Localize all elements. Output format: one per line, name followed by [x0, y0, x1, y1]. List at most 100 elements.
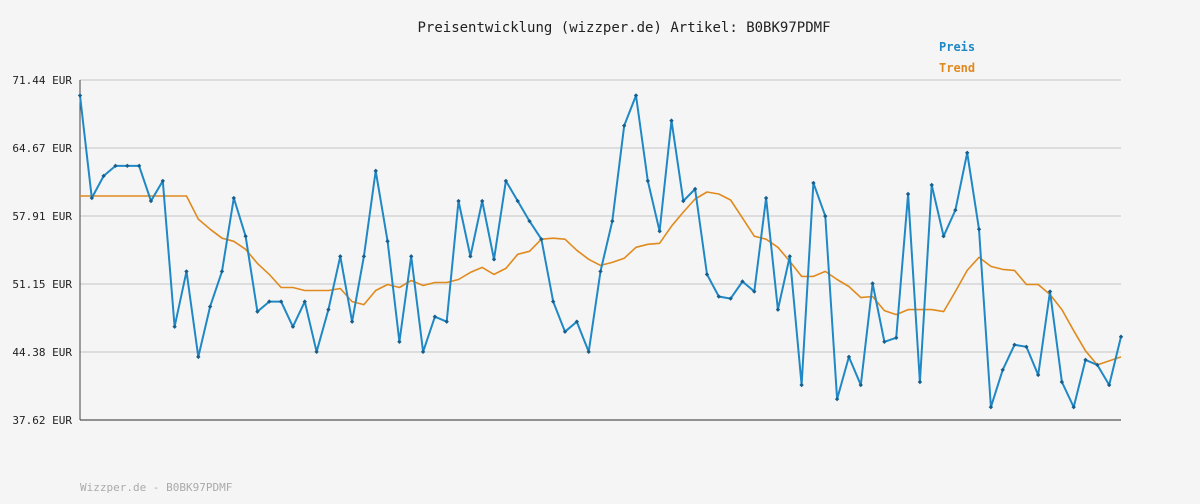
data-point — [207, 304, 213, 309]
data-point — [728, 296, 733, 301]
data-point — [432, 314, 438, 319]
data-point — [716, 294, 721, 299]
data-point — [775, 307, 781, 312]
data-point — [148, 198, 154, 204]
data-point — [586, 349, 591, 355]
data-point — [420, 349, 426, 355]
y-tick-label: 51.15 EUR — [12, 278, 72, 291]
data-point — [1000, 367, 1005, 373]
data-point — [941, 234, 946, 239]
y-tick-label: 57.91 EUR — [12, 210, 72, 223]
data-point — [1024, 344, 1029, 350]
chart-title: Preisentwicklung (wizzper.de) Artikel: B… — [417, 20, 830, 36]
data-point — [113, 163, 118, 169]
data-point — [917, 379, 923, 385]
data-point — [1118, 334, 1124, 339]
data-point — [1047, 289, 1053, 294]
data-point — [976, 226, 982, 232]
y-tick-label: 64.67 EUR — [12, 142, 72, 155]
data-point — [136, 163, 142, 169]
data-point — [290, 324, 296, 329]
data-point — [278, 299, 284, 304]
footer-credit: Wizzper.de - B0BK97PDMF — [80, 481, 232, 494]
data-point — [681, 198, 686, 204]
data-point — [799, 382, 804, 388]
data-point — [894, 335, 899, 340]
data-point — [870, 281, 875, 286]
data-point — [882, 339, 887, 344]
data-point — [645, 178, 651, 184]
data-point — [929, 182, 934, 188]
data-point — [787, 254, 792, 259]
legend-entry-preis: Preis — [939, 40, 975, 54]
data-point — [1059, 379, 1065, 385]
y-tick-label: 37.62 EUR — [12, 414, 72, 427]
data-point — [184, 269, 189, 274]
data-point — [1035, 372, 1041, 378]
data-point — [515, 198, 520, 204]
data-point — [834, 396, 840, 402]
data-point — [1083, 357, 1088, 363]
data-point — [89, 195, 95, 201]
data-point — [361, 254, 367, 259]
data-point — [965, 150, 970, 155]
legend-entry-trend: Trend — [939, 61, 975, 75]
data-point — [196, 354, 201, 360]
data-point — [763, 195, 769, 201]
data-point — [846, 354, 852, 360]
data-point — [633, 93, 639, 98]
data-point — [373, 168, 378, 174]
data-point — [621, 123, 627, 128]
data-point — [267, 299, 272, 304]
data-point — [480, 198, 485, 204]
data-point — [385, 239, 390, 244]
data-point — [752, 289, 757, 294]
data-point — [503, 178, 509, 184]
data-point — [468, 254, 473, 259]
data-point — [77, 93, 83, 98]
data-point — [243, 234, 248, 239]
series — [77, 93, 1124, 410]
data-point — [574, 319, 580, 324]
data-point — [988, 404, 994, 410]
data-point — [905, 191, 911, 197]
data-point — [409, 254, 414, 259]
data-point — [550, 299, 556, 304]
data-point — [823, 213, 828, 219]
data-point — [669, 118, 674, 123]
data-point — [740, 279, 745, 284]
data-point — [302, 299, 307, 304]
series-line-trend — [80, 191, 1122, 366]
y-tick-label: 71.44 EUR — [12, 74, 72, 87]
data-point — [527, 218, 532, 224]
data-point — [397, 339, 402, 344]
data-point — [539, 237, 544, 242]
grid — [80, 79, 1121, 421]
data-point — [444, 319, 449, 324]
data-point — [314, 349, 319, 355]
y-tick-labels: 71.44 EUR 64.67 EUR 57.91 EUR 51.15 EUR 44.3… — [12, 74, 72, 427]
data-point — [657, 229, 662, 234]
data-point — [1071, 404, 1076, 410]
data-point — [349, 319, 355, 324]
data-point — [1095, 362, 1100, 368]
data-point — [598, 269, 603, 274]
data-point — [456, 198, 461, 204]
data-point — [160, 178, 166, 184]
data-point — [858, 382, 863, 388]
data-point — [326, 307, 331, 312]
data-point — [231, 195, 236, 201]
data-point — [704, 272, 710, 277]
series-line-preis — [79, 94, 1122, 409]
data-point — [338, 254, 343, 259]
data-point — [953, 207, 958, 213]
data-point — [172, 324, 177, 329]
data-point — [1012, 342, 1017, 348]
data-point — [811, 180, 816, 186]
data-point — [1106, 382, 1112, 388]
y-tick-label: 44.38 EUR — [12, 346, 72, 359]
data-point — [125, 163, 130, 169]
data-point — [610, 218, 615, 224]
